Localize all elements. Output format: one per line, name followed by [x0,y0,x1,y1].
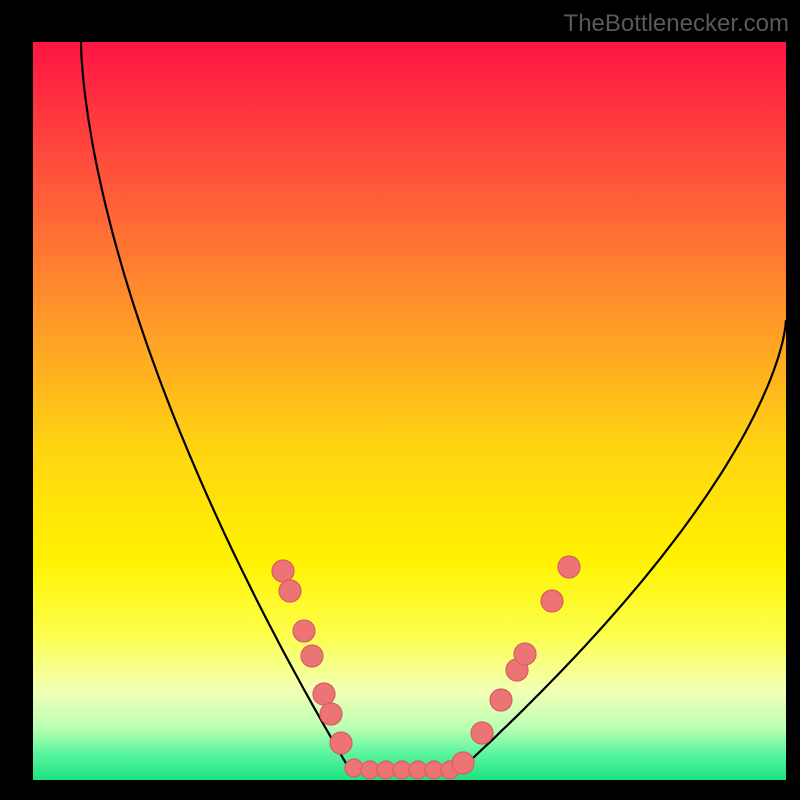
data-point [514,643,536,665]
data-point [272,560,294,582]
data-point [279,580,301,602]
data-point [313,683,335,705]
data-point [452,752,474,774]
data-point [301,645,323,667]
border-bottom [0,780,800,800]
data-point [409,761,427,779]
data-point [393,761,411,779]
data-point [361,761,379,779]
data-point [490,689,512,711]
data-point [293,620,315,642]
chart-background [33,42,786,780]
border-right [786,0,800,800]
data-point [471,722,493,744]
data-point [558,556,580,578]
bottleneck-chart: TheBottlenecker.com [0,0,800,800]
data-point [345,759,363,777]
data-point [425,761,443,779]
data-point [320,703,342,725]
watermark-text: TheBottlenecker.com [564,10,789,37]
data-point [377,761,395,779]
border-left [0,0,33,800]
data-point [330,732,352,754]
data-point [541,590,563,612]
